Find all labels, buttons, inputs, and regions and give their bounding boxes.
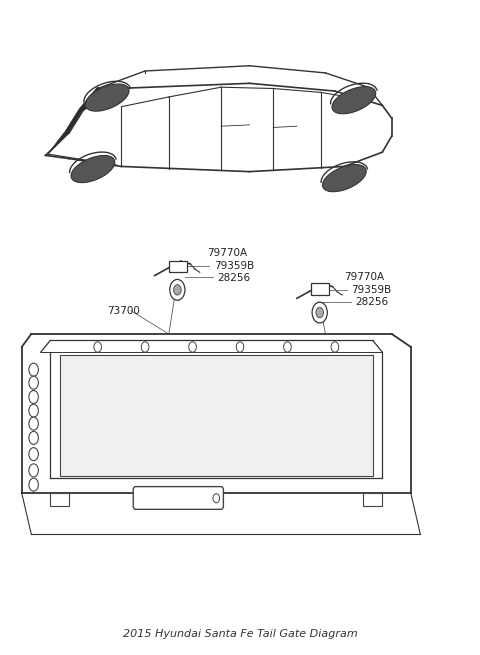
- Text: 2015 Hyundai Santa Fe Tail Gate Diagram: 2015 Hyundai Santa Fe Tail Gate Diagram: [122, 629, 358, 639]
- Polygon shape: [48, 87, 107, 154]
- Circle shape: [174, 285, 181, 295]
- Circle shape: [29, 478, 38, 491]
- Circle shape: [316, 307, 324, 318]
- Ellipse shape: [332, 86, 376, 114]
- Circle shape: [29, 417, 38, 430]
- Circle shape: [29, 390, 38, 403]
- Circle shape: [94, 342, 101, 352]
- Ellipse shape: [323, 164, 366, 192]
- FancyBboxPatch shape: [60, 356, 373, 476]
- Circle shape: [312, 302, 327, 323]
- Circle shape: [29, 404, 38, 417]
- Circle shape: [29, 447, 38, 460]
- Text: 73700: 73700: [107, 306, 140, 316]
- Text: 79359B: 79359B: [351, 285, 392, 295]
- Circle shape: [331, 342, 339, 352]
- Text: 79770A: 79770A: [207, 248, 247, 259]
- Polygon shape: [363, 493, 383, 506]
- Circle shape: [29, 364, 38, 376]
- Circle shape: [236, 342, 244, 352]
- Circle shape: [29, 376, 38, 389]
- Ellipse shape: [71, 155, 115, 183]
- Circle shape: [29, 432, 38, 444]
- FancyBboxPatch shape: [311, 284, 329, 295]
- Polygon shape: [50, 493, 69, 506]
- Circle shape: [189, 342, 196, 352]
- Circle shape: [284, 342, 291, 352]
- Ellipse shape: [85, 84, 129, 111]
- FancyBboxPatch shape: [133, 487, 223, 510]
- Circle shape: [170, 280, 185, 300]
- Circle shape: [29, 464, 38, 477]
- Text: 28256: 28256: [355, 297, 388, 307]
- Text: 28256: 28256: [217, 273, 251, 283]
- Circle shape: [141, 342, 149, 352]
- Circle shape: [213, 494, 219, 503]
- Text: 79359B: 79359B: [214, 261, 254, 271]
- FancyBboxPatch shape: [169, 261, 187, 272]
- Text: 79770A: 79770A: [344, 272, 384, 282]
